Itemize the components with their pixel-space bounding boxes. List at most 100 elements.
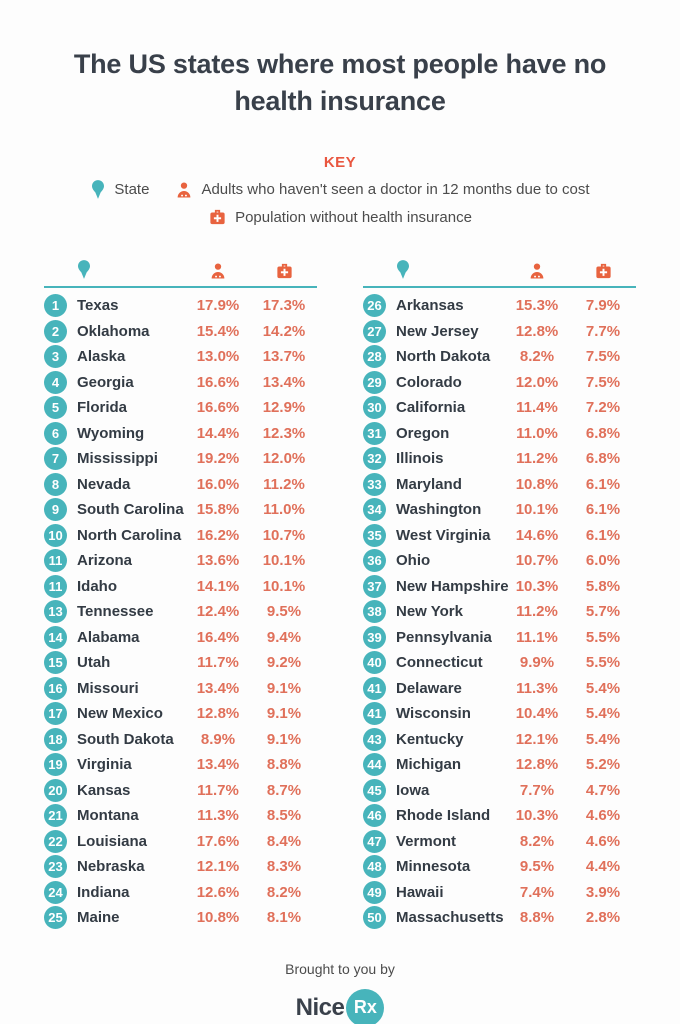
adults-no-doctor-pct: 10.7% <box>515 552 559 570</box>
page-title: The US states where most people have no … <box>73 49 607 116</box>
state-name: Wyoming <box>77 424 145 442</box>
key-heading: KEY <box>323 154 357 171</box>
uninsured-pct: 4.6% <box>585 807 621 825</box>
uninsured-pct: 6.0% <box>585 552 621 570</box>
table-row: 26 Arkansas 15.3% 7.9% <box>363 293 636 319</box>
adults-no-doctor-pct: 12.8% <box>196 705 240 723</box>
rank-badge: 43 <box>363 727 386 751</box>
uninsured-pct: 8.7% <box>266 781 302 799</box>
table-row: 19 Virginia 13.4% 8.8% <box>44 752 317 778</box>
no-insurance-icon <box>275 262 294 280</box>
state-name: Arkansas <box>396 297 464 315</box>
uninsured-pct: 9.5% <box>266 603 302 621</box>
table-row: 13 Tennessee 12.4% 9.5% <box>44 599 317 625</box>
uninsured-pct: 9.1% <box>266 705 302 723</box>
rank-badge: 19 <box>44 753 67 777</box>
uninsured-pct: 12.0% <box>262 450 306 468</box>
state-name: Delaware <box>396 679 462 697</box>
table-row: 40 Connecticut 9.9% 5.5% <box>363 650 636 676</box>
rank-badge: 8 <box>44 472 67 496</box>
rank-badge: 37 <box>363 574 386 598</box>
rank-badge: 49 <box>363 880 386 904</box>
table-row: 49 Hawaii 7.4% 3.9% <box>363 880 636 906</box>
table-row: 28 North Dakota 8.2% 7.5% <box>363 344 636 370</box>
adults-no-doctor-pct: 12.8% <box>515 322 559 340</box>
rank-table-right: 26 Arkansas 15.3% 7.9% 27 New Jersey 12.8% 7.7%… <box>363 248 636 931</box>
uninsured-pct: 8.1% <box>266 909 302 927</box>
rank-badge: 16 <box>44 676 67 700</box>
table-row: 11 Arizona 13.6% 10.1% <box>44 548 317 574</box>
table-row: 45 Iowa 7.7% 4.7% <box>363 778 636 804</box>
adults-no-doctor-pct: 11.1% <box>516 628 558 646</box>
key-item-state: State <box>90 179 149 200</box>
uninsured-pct: 6.1% <box>585 526 621 544</box>
rank-badge: 45 <box>363 778 386 802</box>
table-row: 20 Kansas 11.7% 8.7% <box>44 778 317 804</box>
adults-no-doctor-pct: 12.0% <box>515 373 559 391</box>
state-name: New Mexico <box>77 705 163 723</box>
state-name: Missouri <box>77 679 139 697</box>
logo-nice-text: Nice <box>295 993 345 1021</box>
table-row: 41 Wisconsin 10.4% 5.4% <box>363 701 636 727</box>
table-row: 9 South Carolina 15.8% 11.0% <box>44 497 317 523</box>
state-name: New Hampshire <box>396 577 509 595</box>
state-name: Michigan <box>396 756 462 774</box>
state-name: Washington <box>396 501 482 519</box>
rank-badge: 25 <box>44 906 67 930</box>
uninsured-pct: 5.4% <box>585 730 621 748</box>
adults-no-doctor-pct: 16.6% <box>196 399 240 417</box>
table-row: 16 Missouri 13.4% 9.1% <box>44 676 317 702</box>
uninsured-pct: 6.8% <box>585 450 621 468</box>
table-row: 10 North Carolina 16.2% 10.7% <box>44 523 317 549</box>
key-insurance-label: Population without health insurance <box>235 208 472 226</box>
table-row: 17 New Mexico 12.8% 9.1% <box>44 701 317 727</box>
uninsured-pct: 5.4% <box>585 679 621 697</box>
state-name: Arizona <box>77 552 133 570</box>
state-name: South Dakota <box>77 730 174 748</box>
table-row: 5 Florida 16.6% 12.9% <box>44 395 317 421</box>
state-pin-icon <box>76 259 92 280</box>
uninsured-pct: 5.7% <box>585 603 621 621</box>
table-row: 22 Louisiana 17.6% 8.4% <box>44 829 317 855</box>
table-row: 29 Colorado 12.0% 7.5% <box>363 370 636 396</box>
state-name: Hawaii <box>396 883 444 901</box>
state-name: Texas <box>77 297 119 315</box>
state-name: Nebraska <box>77 858 145 876</box>
table-row: 50 Massachusetts 8.8% 2.8% <box>363 905 636 931</box>
uninsured-pct: 10.1% <box>262 552 306 570</box>
adults-no-doctor-pct: 17.6% <box>196 832 240 850</box>
uninsured-pct: 14.2% <box>262 322 306 340</box>
rank-badge: 4 <box>44 370 67 394</box>
table-row: 35 West Virginia 14.6% 6.1% <box>363 523 636 549</box>
state-name: Georgia <box>77 373 134 391</box>
table-row: 15 Utah 11.7% 9.2% <box>44 650 317 676</box>
uninsured-pct: 4.4% <box>585 858 621 876</box>
adults-no-doctor-pct: 19.2% <box>196 450 240 468</box>
adults-no-doctor-pct: 12.1% <box>196 858 240 876</box>
adults-no-doctor-pct: 7.7% <box>519 781 555 799</box>
table-row: 7 Mississippi 19.2% 12.0% <box>44 446 317 472</box>
rank-badge: 22 <box>44 829 67 853</box>
rank-badge: 20 <box>44 778 67 802</box>
adults-no-doctor-pct: 11.4% <box>516 399 558 417</box>
rank-badge: 1 <box>44 294 67 318</box>
state-name: Massachusetts <box>396 909 504 927</box>
uninsured-pct: 6.1% <box>585 475 621 493</box>
adults-no-doctor-pct: 10.4% <box>515 705 559 723</box>
rank-badge: 2 <box>44 319 67 343</box>
rank-badge: 34 <box>363 498 386 522</box>
rank-badge: 5 <box>44 396 67 420</box>
rank-badge: 6 <box>44 421 67 445</box>
state-name: Iowa <box>396 781 430 799</box>
rank-badge: 17 <box>44 702 67 726</box>
state-name: Utah <box>77 654 111 672</box>
table-row: 32 Illinois 11.2% 6.8% <box>363 446 636 472</box>
uninsured-pct: 9.1% <box>266 730 302 748</box>
rank-badge: 39 <box>363 625 386 649</box>
rank-badge: 41 <box>363 702 386 726</box>
key-state-label: State <box>114 181 150 198</box>
state-pin-icon <box>395 259 411 280</box>
rank-badge: 38 <box>363 600 386 624</box>
adults-no-doctor-pct: 14.4% <box>196 424 240 442</box>
